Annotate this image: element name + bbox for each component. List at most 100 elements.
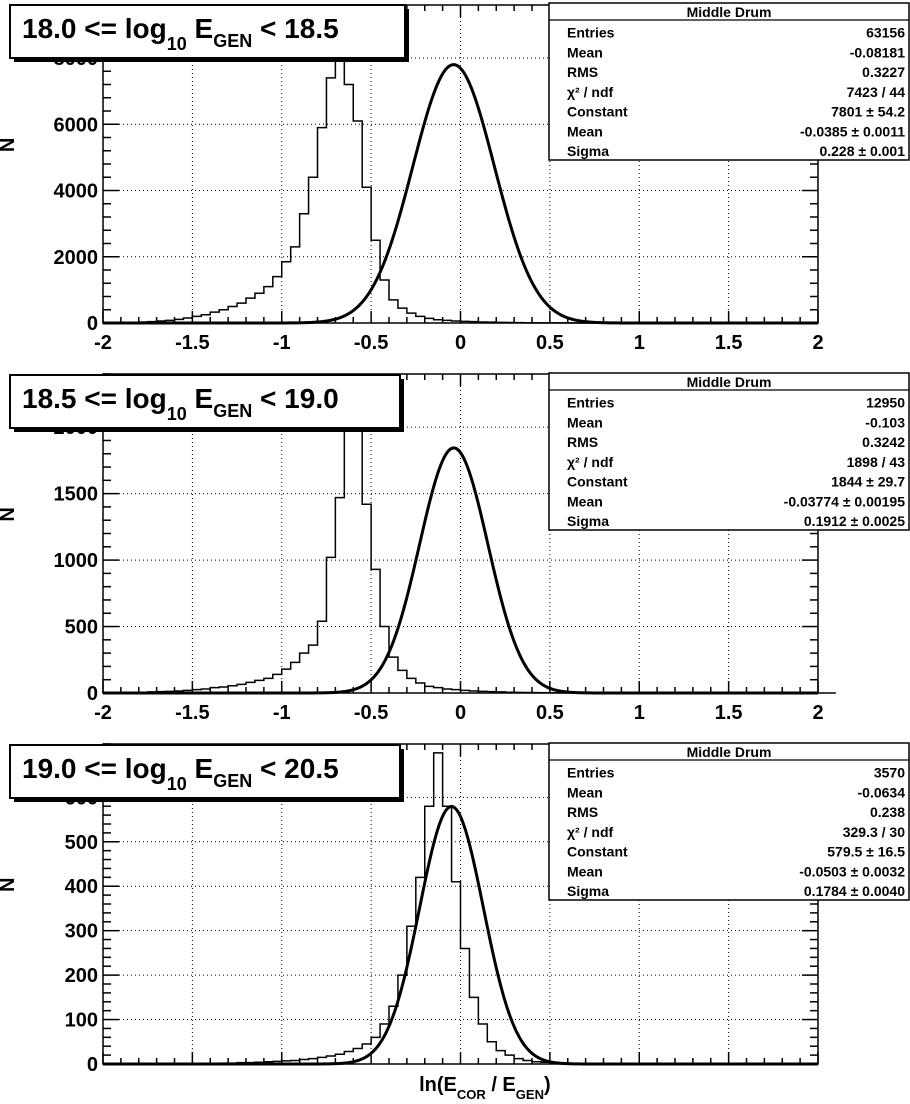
x-tick-label: -0.5 — [354, 702, 388, 724]
stats-row-label: Constant — [567, 474, 628, 490]
panel-title-post: < 20.5 — [252, 753, 338, 784]
panel-title-sub2: GEN — [213, 401, 252, 421]
stats-row-label: Constant — [567, 844, 628, 860]
x-tick-label: -1.5 — [175, 332, 209, 354]
y-tick-label: 0 — [87, 1054, 98, 1076]
panel-title-mid: E — [187, 383, 213, 414]
title-box — [9, 4, 406, 59]
stats-row-value: 0.1912 ± 0.0025 — [804, 513, 905, 529]
x-tick-label: 2 — [812, 332, 823, 354]
stats-row-value: 3570 — [874, 765, 905, 781]
stats-box — [548, 2, 910, 161]
panel-title-post: < 19.0 — [252, 383, 338, 414]
y-axis-label: N — [0, 878, 19, 892]
y-tick-label: 1500 — [54, 484, 99, 506]
y-axis-label: N — [0, 138, 19, 152]
stats-row-label: χ² / ndf — [567, 454, 613, 470]
x-axis-label-post: ) — [544, 1074, 551, 1096]
stats-row-label: Mean — [567, 414, 603, 430]
panel-title: 18.5 <= log10 EGEN < 19.0 — [22, 383, 339, 424]
x-tick-label: 1.5 — [715, 702, 743, 724]
panel-title-pre: 18.5 <= log — [22, 383, 167, 414]
x-tick-label: 2 — [812, 702, 823, 724]
stats-row-label: Mean — [567, 123, 603, 139]
y-tick-label: 1000 — [54, 550, 99, 572]
panel-title-sub2: GEN — [213, 771, 252, 791]
stats-row-value: -0.103 — [865, 414, 905, 430]
stats-header: Middle Drum — [687, 744, 772, 760]
x-tick-label: -2 — [94, 332, 112, 354]
stats-row-label: χ² / ndf — [567, 84, 613, 100]
stats-row-value: -0.08181 — [850, 44, 905, 60]
panel-title-sub1: 10 — [167, 34, 187, 54]
x-tick-label: 1 — [634, 332, 645, 354]
panel-title: 19.0 <= log10 EGEN < 20.5 — [22, 753, 339, 794]
stats-row-value: 0.3242 — [862, 434, 905, 450]
stats-row-label: RMS — [567, 64, 598, 80]
stats-row-label: Mean — [567, 863, 603, 879]
x-tick-label: -1.5 — [175, 702, 209, 724]
histogram-panel-1: 02000400060008000-2-1.5-1-0.500.511.52N1… — [0, 2, 910, 354]
panel-title-sub1: 10 — [167, 404, 187, 424]
stats-row-label: Sigma — [567, 883, 609, 899]
stats-row-label: Mean — [567, 493, 603, 509]
stats-row-value: 12950 — [866, 395, 905, 411]
histogram-panel-3: 0100200300400500600Nln(ECOR / EGEN)19.0 … — [0, 742, 910, 1102]
stats-row-value: 7423 / 44 — [847, 84, 906, 100]
x-tick-label: -1 — [273, 702, 291, 724]
stats-header: Middle Drum — [687, 374, 772, 390]
stats-row-label: RMS — [567, 804, 598, 820]
y-tick-label: 4000 — [54, 181, 99, 203]
panel-title: 18.0 <= log10 EGEN < 18.5 — [22, 13, 339, 54]
stats-row-value: -0.03774 ± 0.00195 — [784, 493, 906, 509]
stats-row-value: 329.3 / 30 — [843, 824, 905, 840]
panel-title-post: < 18.5 — [252, 13, 338, 44]
stats-row-value: 7801 ± 54.2 — [831, 104, 905, 120]
stats-row-value: -0.0634 — [858, 784, 906, 800]
stats-row-label: RMS — [567, 434, 598, 450]
panel-title-sub1: 10 — [167, 774, 187, 794]
x-tick-label: -2 — [94, 702, 112, 724]
stats-row-value: 1844 ± 29.7 — [831, 474, 905, 490]
stats-row-label: Sigma — [567, 513, 609, 529]
x-tick-label: 0 — [455, 332, 466, 354]
stats-box — [548, 742, 910, 901]
y-axis-label: N — [0, 507, 19, 521]
x-tick-label: 1 — [634, 702, 645, 724]
y-tick-label: 0 — [87, 313, 98, 335]
stats-row-label: Entries — [567, 765, 615, 781]
y-tick-label: 6000 — [54, 114, 99, 136]
y-tick-label: 500 — [65, 832, 98, 854]
stats-box — [548, 372, 910, 531]
stats-row-label: Constant — [567, 104, 628, 120]
stats-row-value: 579.5 ± 16.5 — [827, 844, 905, 860]
stats-row-label: Entries — [567, 25, 615, 41]
title-box — [9, 374, 401, 429]
stats-row-label: Mean — [567, 44, 603, 60]
stats-row-value: -0.0503 ± 0.0032 — [799, 863, 905, 879]
panel-title-mid: E — [187, 13, 213, 44]
x-axis-label-mid: / E — [486, 1074, 516, 1096]
stats-row-value: 0.228 ± 0.001 — [819, 143, 905, 159]
stats-row-label: Sigma — [567, 143, 609, 159]
stats-row-value: 63156 — [866, 25, 905, 41]
x-axis-label-pre: ln(E — [419, 1074, 457, 1096]
x-tick-label: 0.5 — [536, 332, 564, 354]
histogram-panel-2: 0500100015002000-2-1.5-1-0.500.511.52N18… — [0, 372, 910, 724]
x-axis-label-sub1: COR — [457, 1087, 487, 1102]
stats-row-value: 0.1784 ± 0.0040 — [804, 883, 905, 899]
stats-row-value: -0.0385 ± 0.0011 — [800, 123, 905, 139]
x-tick-label: 0 — [455, 702, 466, 724]
x-tick-label: 0.5 — [536, 702, 564, 724]
panel-title-pre: 19.0 <= log — [22, 753, 167, 784]
x-axis-label: ln(ECOR / EGEN) — [419, 1074, 551, 1102]
y-tick-label: 500 — [65, 617, 98, 639]
y-tick-label: 400 — [65, 876, 98, 898]
y-tick-label: 0 — [87, 683, 98, 705]
panel-title-mid: E — [187, 753, 213, 784]
x-tick-label: -0.5 — [354, 332, 388, 354]
stats-row-label: Mean — [567, 784, 603, 800]
y-tick-label: 2000 — [54, 247, 99, 269]
y-tick-label: 200 — [65, 965, 98, 987]
